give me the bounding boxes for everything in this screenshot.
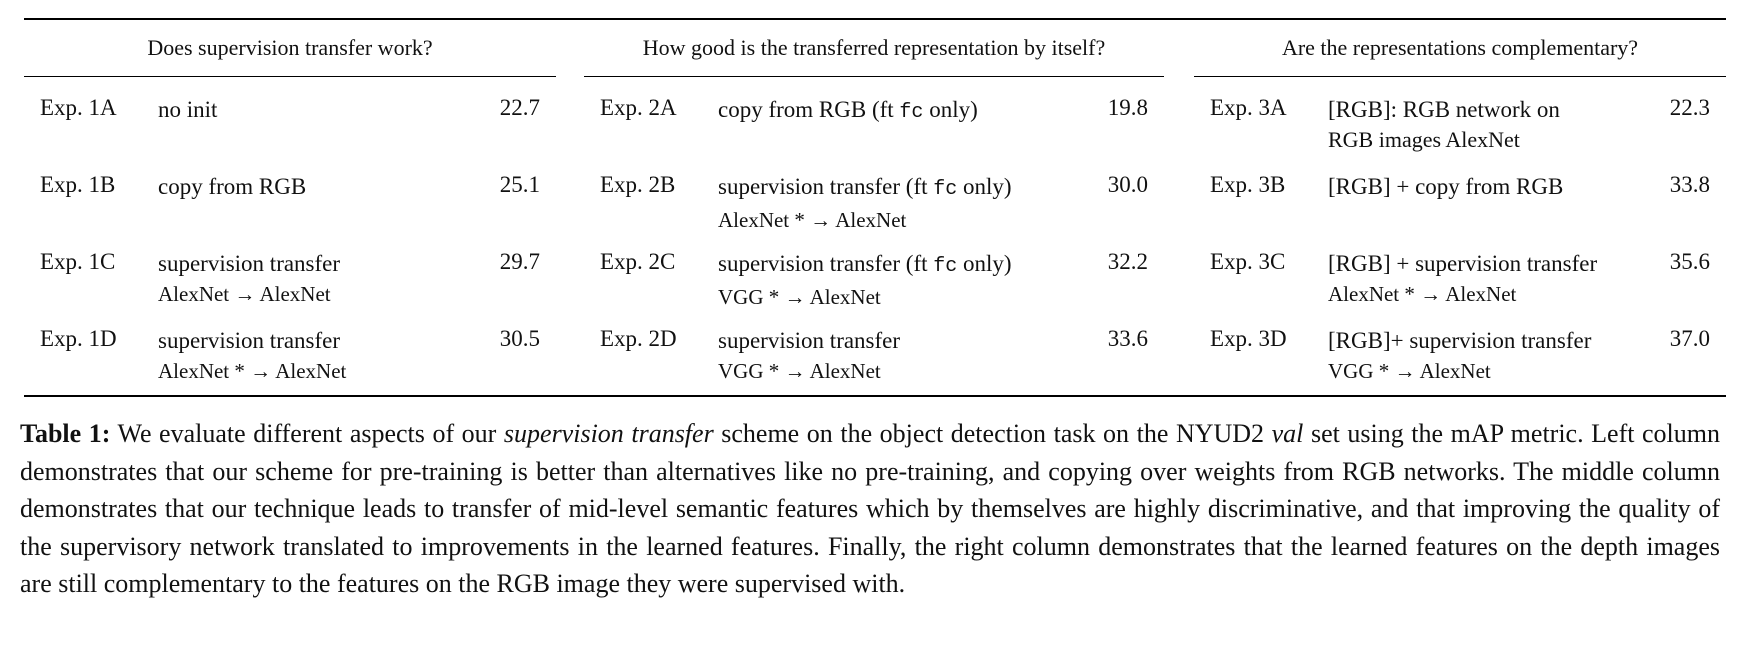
- map-score: 19.8: [1107, 95, 1148, 120]
- table-column-1: Does supervision transfer work? Exp. 1A …: [24, 20, 556, 383]
- fc-layer-token: fc: [933, 255, 958, 278]
- method-cell: [RGB]+ supervision transfer VGG * → Alex…: [1328, 326, 1591, 386]
- method-line: supervision transfer (ft fc only): [718, 174, 1012, 201]
- method-line: supervision transfer: [158, 251, 341, 276]
- method-line: [RGB]: RGB network on: [1328, 97, 1560, 122]
- caption-text: set using the mAP metric. Left column de…: [20, 419, 1721, 598]
- map-score: 22.3: [1669, 95, 1710, 120]
- method-cell: no init: [158, 95, 217, 125]
- method-cell: [RGB] + supervision transfer AlexNet * →…: [1328, 249, 1597, 309]
- method-line: no init: [158, 97, 218, 122]
- method-line: supervision transfer (ft fc only): [718, 251, 1012, 278]
- experiment-id: Exp. 2B: [600, 172, 676, 197]
- method-cell: supervision transfer (ft fc only) VGG * …: [718, 249, 1012, 312]
- column-header: How good is the transferred representati…: [584, 20, 1164, 77]
- map-score: 30.5: [499, 326, 540, 351]
- table-column-2: How good is the transferred representati…: [584, 20, 1164, 383]
- caption-emphasis: supervision transfer: [503, 419, 714, 448]
- method-line: copy from RGB: [158, 174, 307, 199]
- experiment-id: Exp. 1A: [40, 95, 117, 120]
- method-line: [RGB] + copy from RGB: [1328, 174, 1564, 199]
- table-bottom-rule: [24, 395, 1726, 397]
- method-cell: copy from RGB: [158, 172, 306, 202]
- map-score: 33.8: [1669, 172, 1710, 197]
- method-subline: AlexNet → AlexNet: [158, 282, 331, 306]
- method-line: supervision transfer: [158, 328, 341, 353]
- table-caption: Table 1: We evaluate different aspects o…: [20, 415, 1720, 603]
- method-cell: supervision transfer AlexNet → AlexNet: [158, 249, 340, 309]
- experiment-id: Exp. 1B: [40, 172, 116, 197]
- map-score: 37.0: [1669, 326, 1710, 351]
- table-column-3: Are the representations complementary? E…: [1194, 20, 1726, 383]
- method-line: [RGB]+ supervision transfer: [1328, 328, 1592, 353]
- map-score: 35.6: [1669, 249, 1710, 274]
- experiment-id: Exp. 3C: [1210, 249, 1286, 274]
- experiment-id: Exp. 3B: [1210, 172, 1286, 197]
- table-top-rule: [24, 18, 1726, 20]
- method-cell: supervision transfer VGG * → AlexNet: [718, 326, 900, 386]
- method-line: [RGB] + supervision transfer: [1328, 251, 1598, 276]
- fc-layer-token: fc: [933, 178, 958, 201]
- caption-text: We evaluate different aspects of our: [110, 419, 504, 448]
- caption-text: scheme on the object detection task on t…: [713, 419, 1272, 448]
- column-header: Does supervision transfer work?: [24, 20, 556, 77]
- experiment-id: Exp. 2D: [600, 326, 677, 351]
- map-score: 32.2: [1107, 249, 1148, 274]
- method-subline: VGG * → AlexNet: [718, 285, 881, 309]
- method-line: supervision transfer: [718, 328, 901, 353]
- method-subline: VGG * → AlexNet: [1328, 359, 1491, 383]
- map-score: 33.6: [1107, 326, 1148, 351]
- experiment-id: Exp. 1D: [40, 326, 117, 351]
- experiment-id: Exp. 3A: [1210, 95, 1287, 120]
- map-score: 29.7: [499, 249, 540, 274]
- caption-label: Table 1:: [20, 419, 111, 448]
- column-header: Are the representations complementary?: [1194, 20, 1726, 77]
- method-subline: AlexNet * → AlexNet: [1328, 282, 1517, 306]
- experiment-id: Exp. 2C: [600, 249, 676, 274]
- method-subline: VGG * → AlexNet: [718, 359, 881, 383]
- method-cell: [RGB] + copy from RGB: [1328, 172, 1563, 202]
- map-score: 22.7: [499, 95, 540, 120]
- map-score: 25.1: [499, 172, 540, 197]
- method-line: copy from RGB (ft fc only): [718, 97, 978, 124]
- fc-layer-token: fc: [899, 101, 924, 124]
- method-cell: [RGB]: RGB network on RGB images AlexNet: [1328, 95, 1560, 155]
- map-score: 30.0: [1107, 172, 1148, 197]
- method-subline: AlexNet * → AlexNet: [718, 208, 907, 232]
- method-cell: supervision transfer AlexNet * → AlexNet: [158, 326, 346, 386]
- method-cell: supervision transfer (ft fc only) AlexNe…: [718, 172, 1012, 235]
- experiment-id: Exp. 1C: [40, 249, 116, 274]
- experiment-id: Exp. 2A: [600, 95, 677, 120]
- method-cell: copy from RGB (ft fc only): [718, 95, 978, 128]
- method-subline: AlexNet * → AlexNet: [158, 359, 347, 383]
- caption-emphasis: val: [1271, 419, 1304, 448]
- method-subline: RGB images AlexNet: [1328, 127, 1520, 152]
- experiment-id: Exp. 3D: [1210, 326, 1287, 351]
